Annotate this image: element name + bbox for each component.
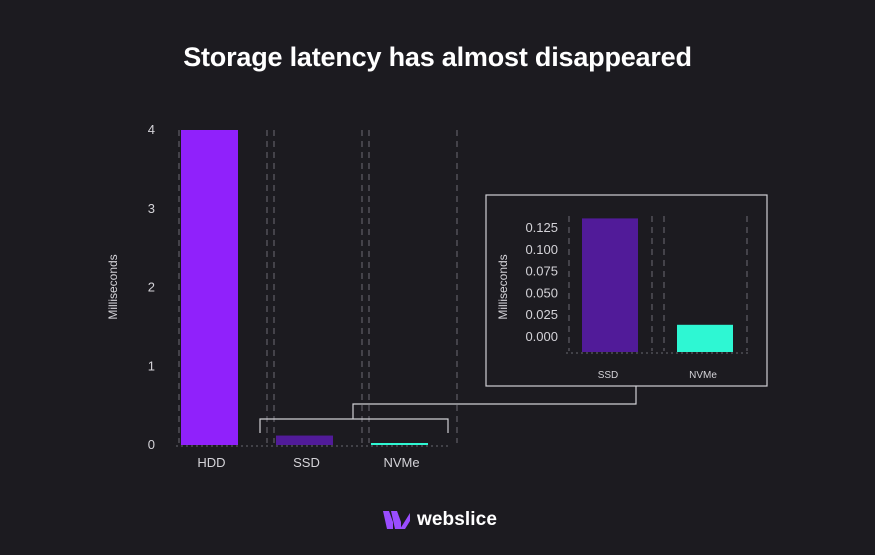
inset-y-tick-label: 0.100 bbox=[525, 242, 558, 257]
main-bars bbox=[181, 130, 428, 445]
inset-y-tick-label: 0.050 bbox=[525, 285, 558, 300]
main-y-tick-label: 0 bbox=[148, 437, 155, 452]
inset-bars bbox=[582, 218, 733, 352]
main-y-ticks: 0 1 2 3 4 bbox=[148, 122, 155, 452]
inset-y-tick-label: 0.075 bbox=[525, 264, 558, 279]
inset-x-label-ssd: SSD bbox=[598, 370, 619, 381]
main-y-tick-label: 4 bbox=[148, 122, 155, 137]
inset-x-labels: SSD NVMe bbox=[598, 370, 718, 381]
main-x-labels: HDD SSD NVMe bbox=[197, 455, 419, 470]
main-y-tick-label: 2 bbox=[148, 280, 155, 295]
zoom-bracket bbox=[259, 418, 449, 433]
main-y-tick-label: 3 bbox=[148, 201, 155, 216]
inset-y-ticks: 0.000 0.025 0.050 0.075 0.100 0.125 bbox=[525, 220, 558, 344]
inset-y-tick-label: 0.125 bbox=[525, 220, 558, 235]
main-x-label-hdd: HDD bbox=[197, 455, 225, 470]
bar-nvme bbox=[371, 443, 428, 445]
inset-frame bbox=[485, 194, 768, 387]
bar-hdd bbox=[181, 130, 238, 445]
inset-x-label-nvme: NVMe bbox=[689, 370, 717, 381]
brand-name: webslice bbox=[417, 509, 498, 530]
chart-title: Storage latency has almost disappeared bbox=[183, 42, 692, 72]
bar-ssd bbox=[276, 435, 333, 445]
inset-y-tick-label: 0.025 bbox=[525, 307, 558, 322]
inset-y-tick-label: 0.000 bbox=[525, 329, 558, 344]
main-x-label-nvme: NVMe bbox=[383, 455, 419, 470]
main-y-axis-label: Milliseconds bbox=[106, 254, 120, 319]
main-y-tick-label: 1 bbox=[148, 358, 155, 373]
brand: webslice bbox=[383, 508, 497, 532]
zoom-connector bbox=[259, 386, 637, 433]
webslice-logo-icon bbox=[383, 511, 410, 529]
inset-y-axis-label: Milliseconds bbox=[496, 254, 510, 319]
zoom-leader-line bbox=[352, 386, 637, 419]
main-x-label-ssd: SSD bbox=[293, 455, 320, 470]
inset-bar-ssd bbox=[582, 218, 638, 352]
inset-gridlines bbox=[566, 216, 748, 354]
inset-bar-nvme bbox=[677, 324, 733, 352]
main-gridlines bbox=[176, 130, 458, 447]
